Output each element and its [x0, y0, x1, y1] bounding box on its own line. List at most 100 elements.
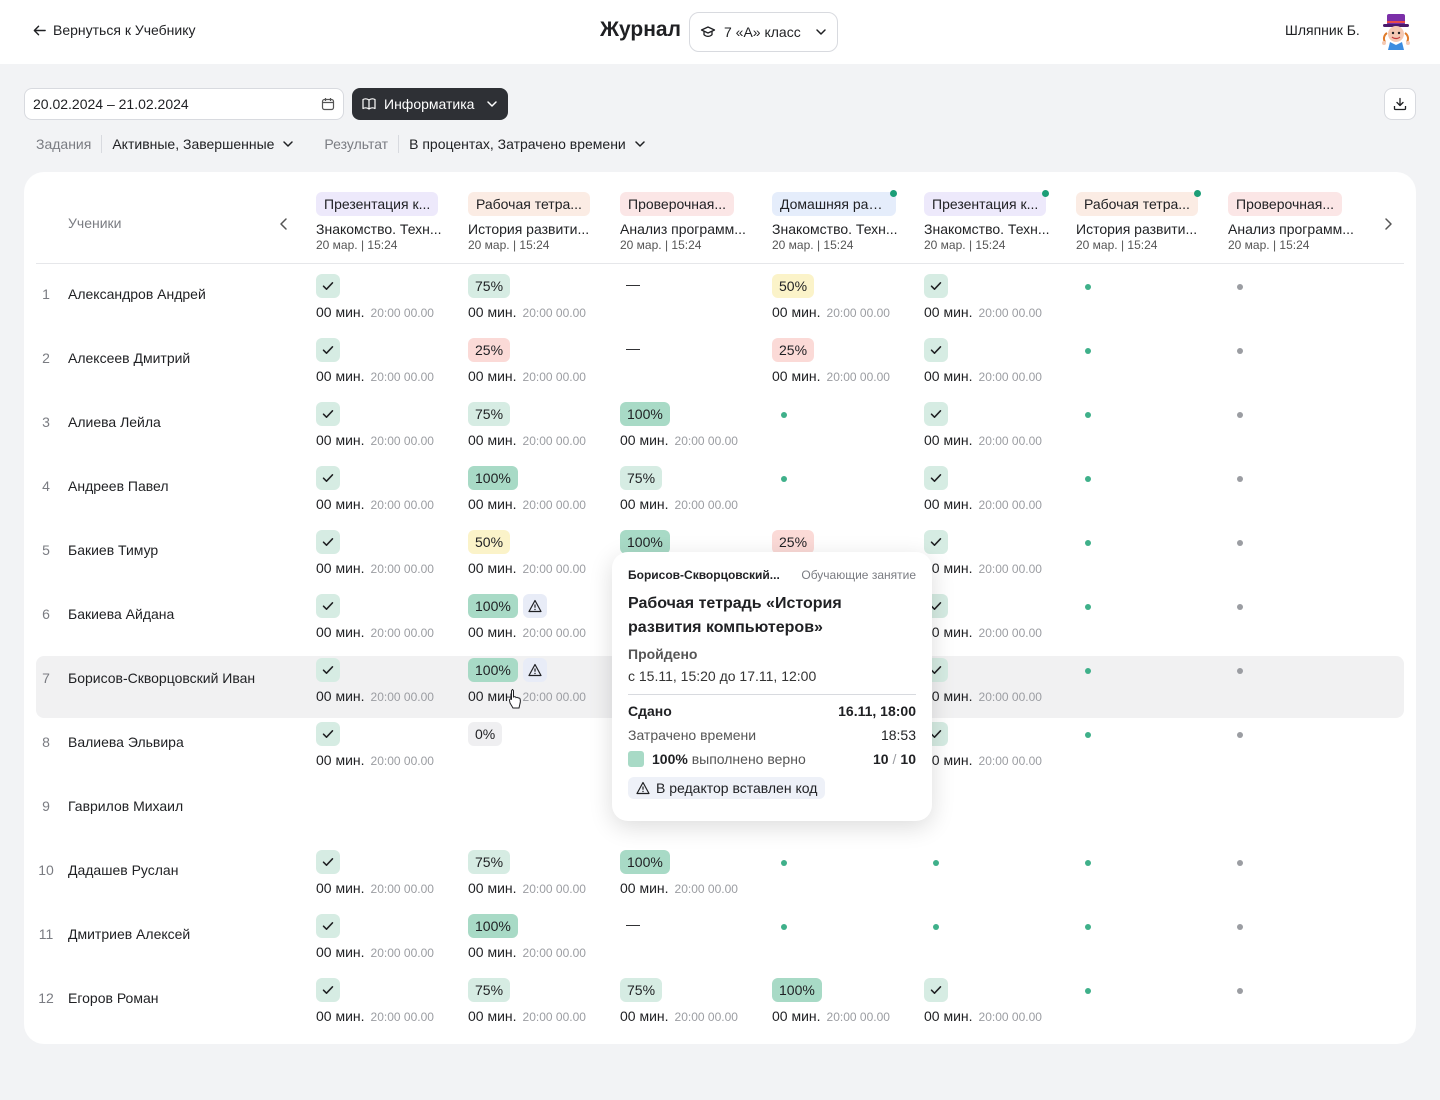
- student-row[interactable]: 4 Андреев Павел 00 мин. 20:00 00.00 100% 00 м…: [36, 464, 1404, 526]
- next-columns-button[interactable]: [1378, 214, 1398, 234]
- task-column-header[interactable]: Домашняя раб... Знакомство. Техн... 20 мар…: [772, 190, 912, 252]
- result-cell[interactable]: [1076, 912, 1226, 974]
- student-row[interactable]: 2 Алексеев Дмитрий 00 мин. 20:00 00.00 25% 00…: [36, 336, 1404, 398]
- task-column-header[interactable]: Презентация к... Знакомство. Техн... 20 ма…: [924, 190, 1064, 252]
- result-cell[interactable]: 75% 00 мин. 20:00 00.00: [620, 464, 770, 526]
- result-cell[interactable]: 25% 00 мин. 20:00 00.00: [468, 336, 618, 398]
- score-badge[interactable]: 75%: [468, 978, 511, 1002]
- result-cell[interactable]: [1228, 592, 1378, 654]
- score-badge[interactable]: 25%: [772, 530, 815, 554]
- result-cell[interactable]: [1228, 528, 1378, 590]
- student-name[interactable]: Бакиев Тимур: [68, 542, 159, 558]
- result-cell[interactable]: [1076, 656, 1226, 718]
- warning-badge[interactable]: [523, 594, 547, 618]
- completed-badge[interactable]: [924, 466, 948, 490]
- result-cell[interactable]: [772, 912, 922, 974]
- result-cell[interactable]: 50% 00 мин. 20:00 00.00: [772, 272, 922, 334]
- completed-badge[interactable]: [316, 850, 340, 874]
- completed-badge[interactable]: [316, 338, 340, 362]
- result-cell[interactable]: [1076, 784, 1226, 846]
- completed-badge[interactable]: [316, 914, 340, 938]
- calendar-icon[interactable]: [321, 97, 335, 111]
- result-cell[interactable]: [1076, 464, 1226, 526]
- student-name[interactable]: Александров Андрей: [68, 286, 206, 302]
- result-cell[interactable]: 75% 00 мин. 20:00 00.00: [468, 400, 618, 462]
- score-badge[interactable]: 100%: [620, 850, 670, 874]
- student-row[interactable]: 10 Дадашев Руслан 00 мин. 20:00 00.00 75% 00 …: [36, 848, 1404, 910]
- task-column-header[interactable]: Рабочая тетра... История развити... 20 мар…: [468, 192, 608, 252]
- class-select[interactable]: 7 «А» класс: [689, 12, 838, 52]
- result-cell[interactable]: 0%: [468, 720, 618, 782]
- score-badge[interactable]: 50%: [468, 530, 511, 554]
- student-name[interactable]: Борисов-Скворцовский Иван: [68, 670, 256, 686]
- student-name[interactable]: Дадашев Руслан: [68, 862, 179, 878]
- completed-badge[interactable]: [316, 594, 340, 618]
- student-name[interactable]: Алиева Лейла: [68, 414, 161, 430]
- result-cell[interactable]: 00 мин. 20:00 00.00: [316, 400, 466, 462]
- student-row[interactable]: 11 Дмитриев Алексей 00 мин. 20:00 00.00 100%…: [36, 912, 1404, 974]
- result-cell[interactable]: 100% 00 мин. 20:00 00.00: [468, 592, 618, 654]
- result-cell[interactable]: 00 мин. 20:00 00.00: [316, 848, 466, 910]
- result-cell[interactable]: 00 мин. 20:00 00.00: [924, 656, 1074, 718]
- result-cell[interactable]: [1228, 400, 1378, 462]
- result-cell[interactable]: 00 мин. 20:00 00.00: [924, 720, 1074, 782]
- result-cell[interactable]: [468, 784, 618, 846]
- download-button[interactable]: [1384, 88, 1416, 120]
- result-cell[interactable]: [1076, 336, 1226, 398]
- completed-badge[interactable]: [924, 338, 948, 362]
- score-badge[interactable]: 75%: [620, 466, 663, 490]
- task-column-header[interactable]: Проверочная... Анализ программ... 20 мар. …: [620, 192, 760, 252]
- student-name[interactable]: Бакиева Айдана: [68, 606, 175, 622]
- result-cell[interactable]: 00 мин. 20:00 00.00: [316, 976, 466, 1038]
- result-cell[interactable]: 00 мин. 20:00 00.00: [316, 912, 466, 974]
- task-column-header[interactable]: Рабочая тетра... История развити... 20 мар…: [1076, 190, 1216, 252]
- result-cell[interactable]: [1228, 656, 1378, 718]
- result-cell[interactable]: 00 мин. 20:00 00.00: [316, 464, 466, 526]
- score-badge[interactable]: 100%: [620, 530, 670, 554]
- result-cell[interactable]: —: [620, 272, 770, 334]
- score-badge[interactable]: 0%: [468, 722, 503, 746]
- avatar[interactable]: [1376, 12, 1416, 52]
- result-cell[interactable]: [924, 784, 1074, 846]
- score-badge[interactable]: 75%: [620, 978, 663, 1002]
- result-cell[interactable]: [1228, 464, 1378, 526]
- result-cell[interactable]: [924, 848, 1074, 910]
- result-cell[interactable]: 100% 00 мин. 20:00 00.00: [468, 464, 618, 526]
- task-column-header[interactable]: Проверочная... Анализ программ... 20 мар. …: [1228, 192, 1368, 252]
- result-cell[interactable]: 00 мин. 20:00 00.00: [924, 400, 1074, 462]
- completed-badge[interactable]: [316, 978, 340, 1002]
- result-cell[interactable]: [1228, 976, 1378, 1038]
- result-cell[interactable]: 00 мин. 20:00 00.00: [924, 336, 1074, 398]
- completed-badge[interactable]: [316, 466, 340, 490]
- student-name[interactable]: Дмитриев Алексей: [68, 926, 191, 942]
- score-badge[interactable]: 75%: [468, 402, 511, 426]
- back-to-textbook-link[interactable]: Вернуться к Учебнику: [32, 22, 196, 38]
- result-cell[interactable]: —: [620, 912, 770, 974]
- student-name[interactable]: Егоров Роман: [68, 990, 159, 1006]
- completed-badge[interactable]: [316, 658, 340, 682]
- score-badge[interactable]: 75%: [468, 850, 511, 874]
- result-cell[interactable]: 00 мин. 20:00 00.00: [316, 528, 466, 590]
- completed-badge[interactable]: [924, 978, 948, 1002]
- completed-badge[interactable]: [924, 402, 948, 426]
- result-cell[interactable]: 00 мин. 20:00 00.00: [316, 336, 466, 398]
- result-cell[interactable]: 00 мин. 20:00 00.00: [924, 272, 1074, 334]
- result-cell[interactable]: [1076, 272, 1226, 334]
- completed-badge[interactable]: [924, 274, 948, 298]
- completed-badge[interactable]: [316, 722, 340, 746]
- result-cell[interactable]: [1228, 272, 1378, 334]
- student-row[interactable]: 1 Александров Андрей 00 мин. 20:00 00.00 75%…: [36, 272, 1404, 334]
- student-name[interactable]: Андреев Павел: [68, 478, 169, 494]
- result-cell[interactable]: [1228, 912, 1378, 974]
- result-cell[interactable]: [316, 784, 466, 846]
- completed-badge[interactable]: [316, 274, 340, 298]
- result-cell[interactable]: [924, 912, 1074, 974]
- result-cell[interactable]: 100% 00 мин. 20:00 00.00: [620, 400, 770, 462]
- result-cell[interactable]: 75% 00 мин. 20:00 00.00: [468, 976, 618, 1038]
- student-name[interactable]: Гаврилов Михаил: [68, 798, 184, 814]
- result-cell[interactable]: 00 мин. 20:00 00.00: [924, 464, 1074, 526]
- warning-badge[interactable]: [523, 658, 547, 682]
- result-cell[interactable]: [1228, 336, 1378, 398]
- score-badge[interactable]: 100%: [772, 978, 822, 1002]
- result-cell[interactable]: 00 мин. 20:00 00.00: [924, 976, 1074, 1038]
